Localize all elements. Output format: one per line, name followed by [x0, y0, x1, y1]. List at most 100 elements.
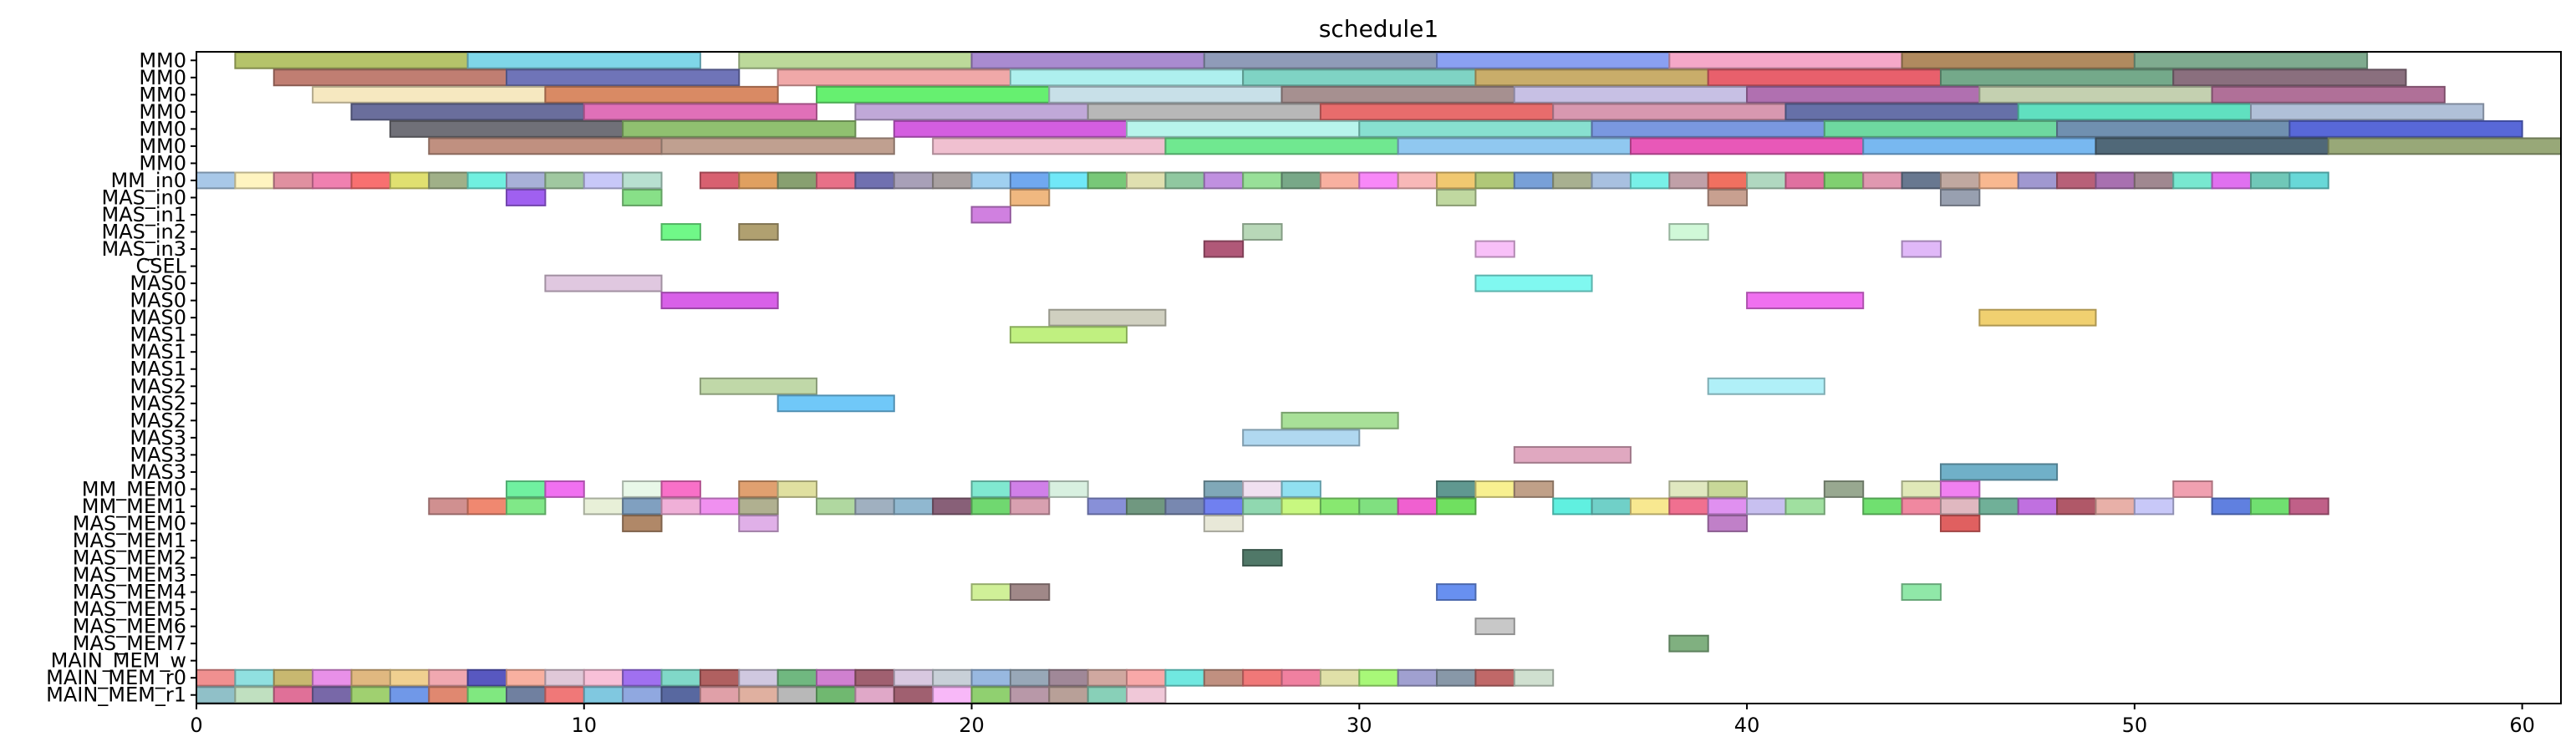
task-bar: [2095, 137, 2329, 155]
task-bar: [389, 171, 430, 190]
task-bar: [196, 686, 237, 704]
task-bar: [932, 668, 973, 687]
row-label: MAS0: [130, 289, 186, 312]
task-bar: [583, 686, 624, 704]
task-bar: [1319, 103, 1555, 121]
task-bar: [1474, 69, 1709, 87]
task-bar: [1939, 171, 1981, 190]
task-bar: [1513, 171, 1555, 190]
chart-title: schedule1: [1319, 15, 1438, 43]
task-bar: [1513, 480, 1555, 498]
task-bar: [932, 497, 973, 516]
task-bar: [428, 497, 469, 516]
task-bar: [738, 171, 779, 190]
task-bar: [622, 497, 663, 516]
task-bar: [1048, 308, 1167, 327]
row-label: MM0: [139, 135, 186, 158]
row-label: MAS_MEM5: [73, 597, 186, 621]
task-bar: [2249, 497, 2291, 516]
task-bar: [2172, 171, 2213, 190]
task-bar: [1862, 171, 1903, 190]
task-bar: [1939, 497, 1981, 516]
task-bar: [1978, 171, 2019, 190]
task-bar: [1087, 171, 1128, 190]
task-bar: [2172, 69, 2407, 87]
task-bar: [738, 515, 779, 532]
task-bar: [1009, 583, 1051, 602]
task-bar: [2017, 497, 2059, 516]
task-bar: [1203, 480, 1245, 498]
task-bar: [2288, 171, 2329, 190]
task-bar: [1978, 497, 2019, 516]
task-bar: [1474, 171, 1515, 190]
task-bar: [234, 686, 275, 704]
task-bar: [1629, 171, 1671, 190]
task-bar: [660, 223, 701, 241]
bars-layer: [196, 51, 2563, 704]
task-bar: [1862, 497, 1903, 516]
task-bar: [816, 85, 1051, 104]
task-bar: [660, 668, 701, 687]
task-bar: [699, 497, 741, 516]
task-bar: [776, 686, 818, 704]
task-bar: [1784, 171, 1825, 190]
task-bar: [1397, 137, 1632, 155]
task-bar: [389, 668, 430, 687]
row-label: MAS_in3: [101, 237, 186, 261]
task-bar: [1746, 292, 1865, 310]
task-bar: [1242, 668, 1283, 687]
row-label: MAS_MEM3: [73, 563, 186, 587]
row-label: MAS3: [130, 443, 186, 466]
task-bar: [1203, 240, 1245, 258]
task-bar: [1009, 69, 1245, 87]
task-bar: [1436, 668, 1477, 687]
task-bar: [1552, 497, 1593, 516]
task-bar: [466, 171, 508, 190]
row-label: MM0: [139, 117, 186, 140]
task-bar: [234, 171, 275, 190]
task-bar: [1358, 668, 1399, 687]
task-bar: [622, 515, 663, 532]
task-bar: [970, 480, 1011, 498]
task-bar: [738, 480, 779, 498]
task-bar: [1203, 497, 1245, 516]
task-bar: [1048, 480, 1089, 498]
task-bar: [1242, 497, 1283, 516]
row-label: MM0: [139, 100, 186, 124]
task-bar: [816, 668, 857, 687]
x-tick-label: 10: [571, 714, 597, 737]
task-bar: [1591, 497, 1632, 516]
task-bar: [1126, 686, 1167, 704]
task-bar: [350, 686, 391, 704]
task-bar: [738, 497, 779, 516]
task-bar: [234, 668, 275, 687]
task-bar: [1087, 668, 1128, 687]
task-bar: [1203, 51, 1438, 69]
task-bar: [506, 480, 547, 498]
task-bar: [2056, 119, 2291, 138]
task-bar: [854, 686, 895, 704]
task-bar: [272, 686, 314, 704]
task-bar: [428, 137, 663, 155]
plot-frame: [196, 51, 2562, 704]
task-bar: [816, 497, 857, 516]
task-bar: [1707, 69, 1942, 87]
task-bar: [1087, 686, 1128, 704]
task-bar: [1242, 480, 1283, 498]
row-label: MM_MEM1: [82, 495, 186, 518]
y-axis: MM0MM0MM0MM0MM0MM0MM0MM_in0MAS_in0MAS_in…: [46, 48, 196, 707]
task-bar: [1087, 103, 1321, 121]
task-bar: [893, 668, 934, 687]
task-bar: [1436, 171, 1477, 190]
task-bar: [428, 686, 469, 704]
task-bar: [1126, 497, 1167, 516]
row-label: MM0: [139, 151, 186, 175]
task-bar: [699, 668, 741, 687]
task-bar: [776, 480, 818, 498]
task-bar: [1009, 171, 1051, 190]
row-label: MAS_in0: [101, 185, 186, 209]
task-bar: [1668, 171, 1709, 190]
task-bar: [1513, 668, 1555, 687]
row-label: MAS3: [130, 460, 186, 484]
